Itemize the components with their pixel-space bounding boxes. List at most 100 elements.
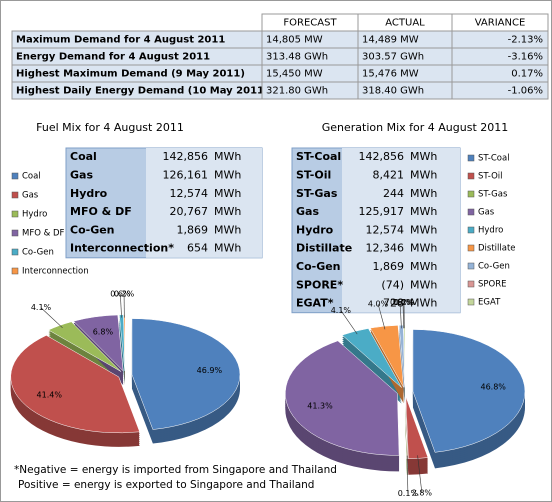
row-value: 12,346 — [366, 242, 405, 255]
cell-text: -3.16% — [508, 52, 543, 63]
row-label: EGAT* — [296, 297, 334, 310]
row-value: 244 — [383, 187, 404, 200]
data-label: 2.8% — [412, 488, 433, 497]
leader-line — [340, 310, 358, 335]
data-label: 4.1% — [31, 303, 52, 312]
legend-label: Gas — [22, 191, 39, 201]
row-value: 126,161 — [163, 168, 209, 181]
slice — [73, 314, 124, 372]
row-label: MFO & DF — [70, 205, 132, 218]
data-label: 46.8% — [480, 383, 506, 392]
row-unit: MWh — [214, 187, 241, 200]
data-label: 6.8% — [93, 328, 114, 337]
row-label: Gas — [70, 168, 93, 181]
data-label: 0.1% — [398, 489, 419, 498]
legend-label: Coal — [22, 172, 41, 182]
legend-label: Interconnection — [22, 267, 89, 277]
row-label: Hydro — [296, 223, 334, 236]
legend-label: Co-Gen — [22, 248, 54, 258]
legend-swatch — [11, 248, 19, 256]
chart-title: Generation Mix for 4 August 2011 — [322, 121, 509, 134]
header-text: VARIANCE — [475, 18, 526, 29]
legend-label: SPORE — [478, 280, 507, 290]
legend-label: MFO & DF — [22, 229, 64, 239]
row-unit: MWh — [410, 297, 437, 310]
legend-label: ST-Coal — [478, 154, 510, 164]
row-value: 728 — [383, 297, 404, 310]
table-box — [342, 148, 460, 313]
slice — [285, 340, 400, 456]
legend-label: Hydro — [478, 226, 503, 236]
data-label: 0.0% — [393, 298, 414, 307]
row-label: ST-Gas — [296, 187, 338, 200]
row-value: 125,917 — [359, 205, 405, 218]
row-unit: MWh — [410, 278, 437, 291]
legend-swatch — [467, 298, 475, 306]
header-text: ACTUAL — [385, 18, 425, 29]
row-value: 1,869 — [373, 260, 405, 273]
row-value: 1,869 — [177, 223, 209, 236]
legend-swatch — [11, 267, 19, 275]
cell-text: 0.17% — [511, 69, 543, 80]
row-label: Distillate — [296, 242, 352, 255]
cell-text: 14,489 MW — [362, 35, 419, 46]
cell-text: 15,450 MW — [266, 69, 323, 80]
row-label: Gas — [296, 205, 319, 218]
cell-text: -1.06% — [508, 86, 543, 97]
legend-swatch — [11, 229, 19, 237]
row-value: 12,574 — [170, 187, 209, 200]
row-value: 142,856 — [359, 150, 405, 163]
legend-swatch — [467, 208, 475, 216]
row-unit: MWh — [214, 150, 241, 163]
row-unit: MWh — [410, 187, 437, 200]
slice — [131, 318, 241, 430]
legend-swatch — [467, 172, 475, 180]
data-label: 41.4% — [37, 390, 63, 399]
cell-text: 321.80 GWh — [266, 86, 328, 97]
data-label: 0.2% — [394, 298, 415, 307]
leader-line — [406, 455, 409, 494]
row-value: 20,767 — [170, 205, 209, 218]
row-unit: MWh — [214, 242, 241, 255]
footnote: *Negative = energy is imported from Sing… — [14, 464, 337, 476]
table-box — [146, 148, 262, 258]
leader-line — [417, 455, 423, 493]
slice — [341, 328, 402, 388]
legend-label: EGAT — [478, 298, 501, 308]
row-unit: MWh — [410, 168, 437, 181]
legend-swatch — [11, 210, 19, 218]
legend-label: ST-Gas — [478, 190, 508, 200]
cell-text: 14,805 MW — [266, 35, 323, 46]
cell-text: 313.48 GWh — [266, 52, 328, 63]
slice — [48, 321, 122, 372]
row-unit: MWh — [214, 168, 241, 181]
cell-text: Energy Demand for 4 August 2011 — [16, 52, 210, 63]
footnote: Positive = energy is exported to Singapo… — [18, 479, 314, 491]
row-label: ST-Oil — [296, 168, 331, 181]
row-label: Coal — [70, 150, 97, 163]
row-value: 8,421 — [373, 168, 405, 181]
row-unit: MWh — [410, 260, 437, 273]
legend-swatch — [467, 244, 475, 252]
data-label: 0.6% — [110, 290, 131, 299]
leader-line — [399, 302, 402, 329]
row-label: Co-Gen — [70, 223, 115, 236]
row-unit: MWh — [410, 242, 437, 255]
row-unit: MWh — [410, 223, 437, 236]
row-value: 12,574 — [366, 223, 405, 236]
cell-text: Maximum Demand for 4 August 2011 — [16, 35, 225, 46]
cell-text: 318.40 GWh — [362, 86, 424, 97]
chart-title: Fuel Mix for 4 August 2011 — [36, 121, 184, 134]
row-label: SPORE* — [296, 278, 343, 291]
legend-swatch — [11, 191, 19, 199]
row-value: (74) — [381, 278, 404, 291]
row-label: Co-Gen — [296, 260, 341, 273]
header-text: FORECAST — [283, 18, 337, 29]
legend-swatch — [11, 172, 19, 180]
slice — [10, 335, 140, 434]
cell-text: Highest Daily Energy Demand (10 May 2011… — [16, 86, 269, 97]
legend-label: Gas — [478, 208, 495, 218]
data-label: 46.9% — [197, 366, 223, 375]
data-label: 0.2% — [114, 290, 135, 299]
